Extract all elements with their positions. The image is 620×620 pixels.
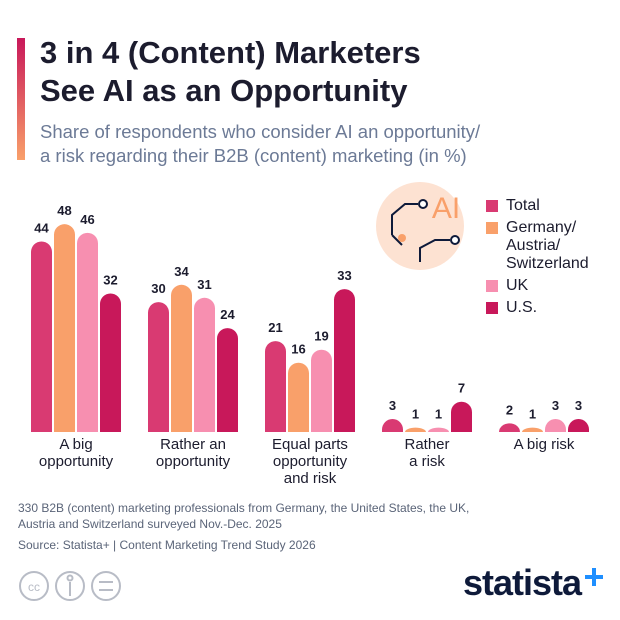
value-label: 7 — [458, 381, 465, 396]
bar — [451, 401, 472, 432]
brand-logo: statista — [463, 562, 582, 603]
ai-icon-node — [418, 199, 428, 209]
bar — [288, 362, 309, 432]
value-label: 21 — [268, 320, 282, 335]
bar — [499, 423, 520, 432]
value-label: 44 — [34, 220, 49, 235]
value-label: 2 — [506, 402, 513, 417]
bar — [194, 297, 215, 432]
value-label: 1 — [435, 407, 442, 422]
footnote: 330 B2B (content) marketing professional… — [18, 501, 470, 531]
bar — [217, 328, 238, 432]
value-label: 3 — [575, 398, 582, 413]
ai-icon-label: AI — [432, 192, 460, 225]
bar — [405, 427, 426, 432]
value-label: 19 — [314, 329, 328, 344]
brand-plus — [585, 568, 603, 586]
bar — [545, 419, 566, 432]
legend: Total Germany/ Austria/ Switzerland UK U.S. — [478, 193, 597, 321]
value-label: 16 — [291, 342, 305, 357]
chart-title: 3 in 4 (Content) Marketers See AI as an … — [40, 35, 421, 108]
value-label: 3 — [389, 398, 396, 413]
value-label: 31 — [197, 277, 211, 292]
legend-item: UK — [486, 277, 589, 295]
x-tick-label: A big opportunity — [38, 436, 114, 470]
ai-icon-bg — [376, 182, 464, 270]
bar — [334, 289, 355, 432]
value-label: 1 — [529, 407, 536, 422]
ai-icon-node — [450, 235, 460, 245]
value-label: 46 — [80, 212, 94, 227]
value-label: 32 — [103, 272, 117, 287]
legend-swatch — [486, 302, 498, 314]
legend-label: U.S. — [506, 299, 538, 316]
ai-icon-node — [398, 234, 406, 242]
bar — [265, 341, 286, 432]
legend-item: U.S. — [486, 299, 589, 317]
bar — [54, 224, 75, 432]
legend-label: Germany/ Austria/ Switzerland — [506, 219, 589, 272]
value-label: 24 — [220, 307, 235, 322]
legend-swatch — [486, 280, 498, 292]
value-label: 1 — [412, 407, 419, 422]
bar — [311, 349, 332, 432]
value-label: 33 — [337, 268, 351, 283]
chart-subtitle: Share of respondents who consider AI an … — [40, 121, 481, 166]
legend-item: Germany/ Austria/ Switzerland — [486, 219, 589, 273]
x-tick-label: Equal parts opportunity and risk — [272, 436, 348, 487]
source: Source: Statista+ | Content Marketing Tr… — [18, 538, 316, 552]
bar — [428, 427, 449, 432]
license-icons — [19, 571, 121, 601]
bar — [522, 427, 543, 432]
value-label: 48 — [57, 203, 71, 218]
x-tick-label: Rather a risk — [404, 436, 450, 470]
value-label: 30 — [151, 281, 165, 296]
value-label: 34 — [174, 264, 189, 279]
bar — [148, 302, 169, 432]
x-tick-label: A big risk — [513, 436, 575, 453]
ai-icon-circuit — [391, 203, 450, 262]
legend-label: Total — [506, 197, 540, 214]
legend-swatch — [486, 200, 498, 212]
legend-item: Total — [486, 197, 589, 215]
legend-label: UK — [506, 277, 529, 294]
x-tick-label: Rather an opportunity — [155, 436, 231, 470]
value-label: 3 — [552, 398, 559, 413]
bar — [31, 241, 52, 432]
bar — [100, 293, 121, 432]
accent-bar — [17, 38, 25, 160]
cc-icon: cc — [28, 580, 40, 594]
legend-swatch — [486, 222, 498, 234]
bar — [568, 419, 589, 432]
bar — [171, 284, 192, 432]
bar — [382, 419, 403, 432]
bar — [77, 232, 98, 432]
